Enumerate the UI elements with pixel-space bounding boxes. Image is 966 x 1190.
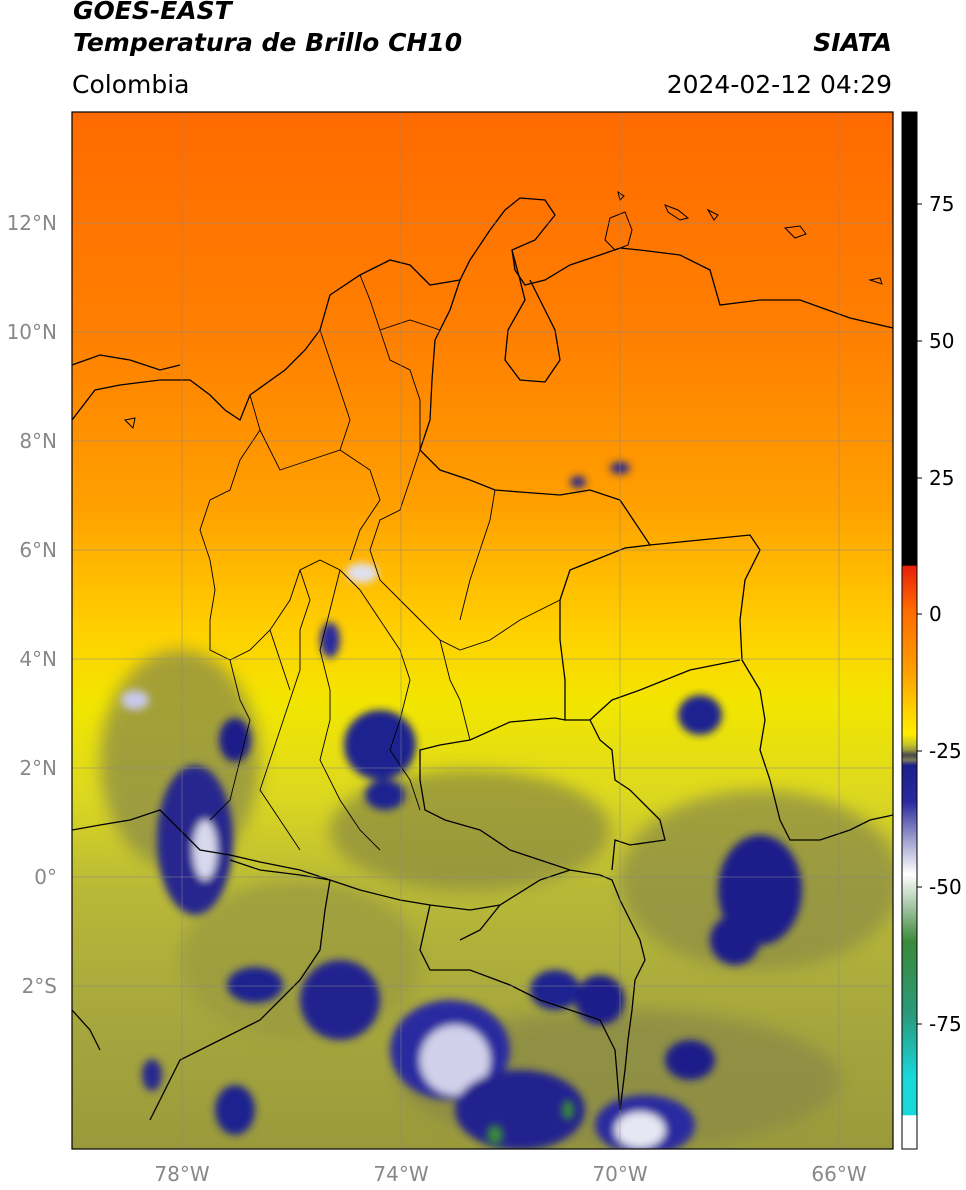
colorbar-ticks (917, 203, 922, 1025)
region-label: Colombia (72, 70, 190, 99)
satellite-title: GOES-EAST (73, 0, 232, 25)
lat-label: 0° (34, 865, 57, 889)
lat-label: 6°N (19, 538, 57, 562)
lat-label: 10°N (7, 320, 57, 344)
lat-label: 4°N (19, 647, 57, 671)
lon-labels: 78°W 74°W 70°W 66°W (154, 1162, 866, 1186)
cloud-region-cold (121, 462, 802, 1149)
lon-label: 70°W (592, 1162, 647, 1186)
colorbar-label: 50 (929, 329, 954, 353)
department-lines (199, 274, 561, 851)
datetime-label: 2024-02-12 04:29 (666, 70, 892, 99)
lon-label: 74°W (373, 1162, 428, 1186)
colorbar-label: 75 (929, 192, 954, 216)
colorbar-labels: 75 50 25 0 -25 -50 -75 (929, 192, 962, 1036)
source-label: SIATA (813, 28, 892, 57)
lat-label: 12°N (7, 211, 57, 235)
lon-label: 78°W (154, 1162, 209, 1186)
colorbar-label: -25 (929, 739, 962, 763)
colorbar-label: -50 (929, 875, 962, 899)
lat-labels: 12°N 10°N 8°N 6°N 4°N 2°N 0° 2°S (7, 211, 57, 998)
colorbar-label: 0 (929, 602, 942, 626)
map-frame (71, 111, 894, 1150)
product-title: Temperatura de Brillo CH10 (73, 28, 463, 57)
lat-label: 2°N (19, 756, 57, 780)
colorbar-label: -75 (929, 1012, 962, 1036)
colorbar (901, 111, 918, 1150)
lat-label: 2°S (22, 974, 57, 998)
colorbar-label: 25 (929, 466, 954, 490)
border-lines (72, 197, 893, 1121)
cloud-region-green (487, 1100, 574, 1145)
lon-label: 66°W (811, 1162, 866, 1186)
island-outlines (123, 190, 883, 430)
lat-label: 8°N (19, 429, 57, 453)
graticule (72, 112, 893, 1149)
